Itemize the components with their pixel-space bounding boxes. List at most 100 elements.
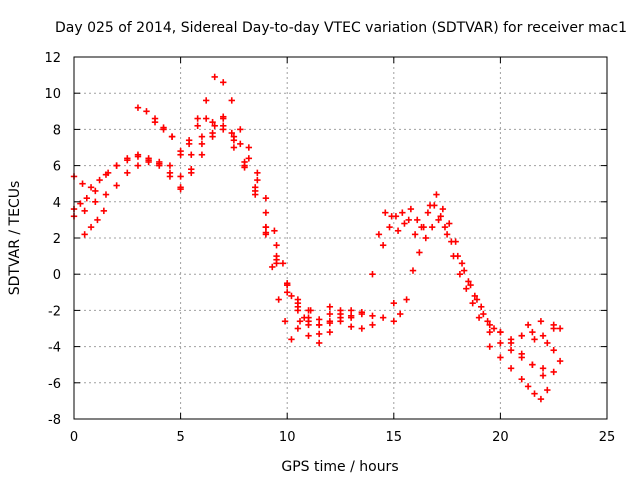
data-point bbox=[237, 140, 244, 148]
data-point bbox=[358, 325, 366, 332]
data-point bbox=[220, 113, 227, 120]
data-point bbox=[480, 310, 487, 318]
data-point bbox=[426, 202, 434, 209]
data-point bbox=[537, 395, 545, 403]
data-point bbox=[134, 162, 142, 169]
data-point bbox=[273, 260, 280, 267]
data-point bbox=[252, 184, 259, 191]
data-point bbox=[209, 133, 216, 140]
data-point bbox=[524, 321, 532, 329]
data-point bbox=[262, 231, 270, 238]
data-point bbox=[241, 162, 248, 169]
data-point bbox=[81, 231, 88, 238]
data-point bbox=[473, 296, 481, 303]
data-point bbox=[87, 184, 95, 191]
data-point bbox=[490, 325, 498, 332]
x-tick-label: 15 bbox=[386, 430, 403, 445]
data-point bbox=[446, 220, 453, 227]
data-point bbox=[403, 296, 410, 303]
data-point bbox=[134, 151, 142, 158]
data-point bbox=[529, 361, 536, 368]
y-tick-label: -6 bbox=[48, 377, 61, 392]
data-point bbox=[518, 350, 525, 358]
data-point bbox=[539, 332, 547, 339]
x-tick-label: 10 bbox=[279, 430, 296, 445]
y-tick-label: 8 bbox=[53, 123, 61, 138]
data-point bbox=[424, 209, 432, 216]
data-point bbox=[414, 216, 421, 224]
data-point bbox=[539, 365, 547, 372]
data-point bbox=[422, 234, 429, 242]
data-point bbox=[284, 281, 291, 289]
data-point bbox=[305, 332, 312, 339]
data-point bbox=[507, 336, 515, 343]
data-point bbox=[307, 307, 314, 314]
data-point bbox=[202, 115, 210, 122]
data-series bbox=[70, 73, 564, 403]
data-point bbox=[550, 347, 557, 354]
data-point bbox=[369, 271, 376, 278]
data-point bbox=[83, 194, 90, 202]
data-point bbox=[275, 296, 282, 303]
data-point bbox=[194, 115, 201, 122]
data-point bbox=[177, 173, 184, 180]
data-point bbox=[460, 267, 468, 274]
data-point bbox=[177, 147, 184, 155]
axis-ticks: 0 5 10 15 20 25 -8 -6 -4 -2 0 2 4 6 8 10 12 bbox=[44, 51, 615, 445]
series-track-b bbox=[70, 113, 376, 338]
data-point bbox=[269, 263, 276, 271]
data-point bbox=[390, 299, 397, 307]
data-point bbox=[96, 176, 103, 184]
data-point bbox=[347, 307, 355, 314]
data-point bbox=[529, 328, 536, 336]
data-point bbox=[315, 339, 323, 347]
series-track-k bbox=[486, 325, 564, 403]
data-point bbox=[439, 205, 447, 213]
data-point bbox=[237, 126, 244, 133]
data-point bbox=[497, 328, 504, 336]
series-track-l bbox=[518, 318, 564, 365]
data-point bbox=[486, 321, 493, 329]
data-point bbox=[379, 242, 387, 249]
data-point bbox=[271, 227, 278, 234]
series-track-e bbox=[134, 73, 334, 347]
data-point bbox=[92, 198, 99, 205]
data-point bbox=[478, 303, 485, 310]
data-point bbox=[113, 162, 120, 169]
y-tick-label: 0 bbox=[53, 268, 61, 283]
data-point bbox=[281, 318, 289, 325]
data-point bbox=[124, 156, 131, 164]
data-point bbox=[401, 220, 408, 227]
data-point bbox=[407, 205, 415, 213]
y-tick-label: -2 bbox=[48, 304, 61, 319]
data-point bbox=[315, 316, 323, 323]
data-point bbox=[435, 216, 442, 224]
data-point bbox=[544, 339, 551, 347]
data-point bbox=[220, 79, 227, 86]
data-point bbox=[416, 249, 423, 256]
data-point bbox=[375, 231, 383, 238]
y-tick-label: 2 bbox=[53, 232, 61, 247]
data-point bbox=[315, 321, 323, 329]
data-point bbox=[301, 314, 308, 321]
data-point bbox=[211, 73, 218, 81]
data-point bbox=[273, 242, 280, 249]
data-point bbox=[382, 209, 389, 216]
data-point bbox=[188, 151, 195, 158]
data-point bbox=[347, 314, 355, 321]
data-point bbox=[230, 137, 238, 144]
data-point bbox=[390, 318, 397, 325]
data-point bbox=[326, 318, 334, 325]
data-point bbox=[166, 162, 174, 169]
data-point bbox=[228, 129, 235, 137]
data-point bbox=[337, 314, 344, 321]
data-point bbox=[262, 194, 270, 202]
data-point bbox=[288, 336, 295, 343]
data-point bbox=[475, 314, 483, 321]
data-point bbox=[81, 207, 88, 215]
data-point bbox=[518, 375, 525, 383]
data-point bbox=[254, 169, 261, 177]
data-point bbox=[100, 207, 108, 215]
